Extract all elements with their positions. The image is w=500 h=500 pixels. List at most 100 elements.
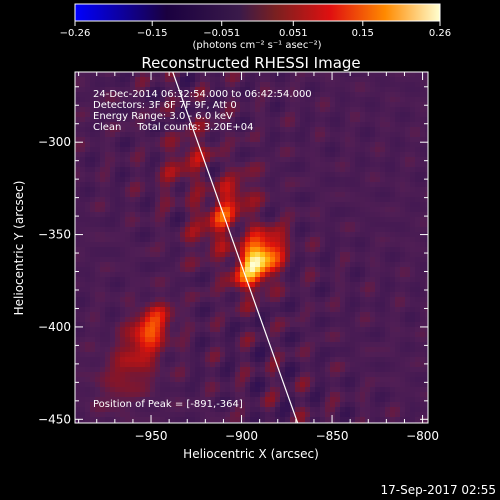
- heatmap-cell: [165, 112, 171, 118]
- heatmap-cell: [270, 237, 276, 243]
- heatmap-cell: [220, 127, 226, 133]
- heatmap-cell: [320, 417, 326, 423]
- heatmap-cell: [150, 207, 156, 213]
- heatmap-cell: [325, 252, 331, 258]
- heatmap-cell: [260, 217, 266, 223]
- heatmap-cell: [275, 257, 281, 263]
- heatmap-cell: [320, 352, 326, 358]
- heatmap-cell: [330, 147, 336, 153]
- heatmap-cell: [150, 282, 156, 288]
- heatmap-cell: [170, 367, 176, 373]
- heatmap-cell: [290, 287, 296, 293]
- heatmap-cell: [280, 157, 286, 163]
- heatmap-cell: [285, 257, 291, 263]
- heatmap-cell: [280, 132, 286, 138]
- heatmap-cell: [330, 192, 336, 198]
- heatmap-cell: [265, 112, 271, 118]
- heatmap-cell: [80, 277, 86, 283]
- heatmap-cell: [80, 217, 86, 223]
- heatmap-cell: [95, 117, 101, 123]
- heatmap-cell: [150, 352, 156, 358]
- heatmap-cell: [295, 232, 301, 238]
- heatmap-cell: [80, 362, 86, 368]
- heatmap-cell: [75, 212, 81, 218]
- heatmap-cell: [385, 257, 391, 263]
- heatmap-cell: [310, 372, 316, 378]
- heatmap-cell: [105, 77, 111, 83]
- heatmap-cell: [160, 97, 166, 103]
- heatmap-cell: [95, 167, 101, 173]
- heatmap-cell: [80, 242, 86, 248]
- heatmap-cell: [390, 247, 396, 253]
- heatmap-cell: [250, 367, 256, 373]
- heatmap-cell: [160, 412, 166, 418]
- heatmap-cell: [365, 382, 371, 388]
- heatmap-cell: [345, 257, 351, 263]
- heatmap-cell: [235, 317, 241, 323]
- heatmap-cell: [185, 187, 191, 193]
- heatmap-cell: [360, 72, 366, 78]
- heatmap-cell: [235, 362, 241, 368]
- heatmap-cell: [395, 177, 401, 183]
- heatmap-cell: [240, 262, 246, 268]
- heatmap-cell: [110, 307, 116, 313]
- heatmap-cell: [175, 257, 181, 263]
- heatmap-cell: [300, 222, 306, 228]
- heatmap-cell: [390, 117, 396, 123]
- heatmap-cell: [115, 337, 121, 343]
- heatmap-cell: [235, 357, 241, 363]
- heatmap-cell: [155, 137, 161, 143]
- heatmap-cell: [155, 367, 161, 373]
- heatmap-cell: [100, 352, 106, 358]
- heatmap-cell: [145, 162, 151, 168]
- heatmap-cell: [175, 312, 181, 318]
- heatmap-cell: [325, 287, 331, 293]
- heatmap-cell: [425, 107, 428, 113]
- heatmap-cell: [415, 117, 421, 123]
- heatmap-cell: [300, 377, 306, 383]
- heatmap-cell: [110, 282, 116, 288]
- heatmap-cell: [80, 237, 86, 243]
- heatmap-cell: [240, 307, 246, 313]
- heatmap-cell: [110, 417, 116, 423]
- heatmap-cell: [90, 317, 96, 323]
- heatmap-cell: [175, 182, 181, 188]
- heatmap-cell: [140, 417, 146, 423]
- heatmap-cell: [270, 372, 276, 378]
- colorbar-tick-label: −0.26: [60, 28, 91, 39]
- heatmap-cell: [205, 302, 211, 308]
- heatmap-cell: [290, 107, 296, 113]
- heatmap-cell: [110, 247, 116, 253]
- heatmap-cell: [325, 307, 331, 313]
- heatmap-cell: [105, 142, 111, 148]
- heatmap-cell: [245, 257, 251, 263]
- heatmap-cell: [95, 82, 101, 88]
- heatmap-cell: [330, 392, 336, 398]
- heatmap-cell: [405, 162, 411, 168]
- heatmap-cell: [265, 362, 271, 368]
- heatmap-cell: [375, 107, 381, 113]
- heatmap-cell: [315, 117, 321, 123]
- heatmap-cell: [375, 337, 381, 343]
- heatmap-cell: [190, 347, 196, 353]
- heatmap-cell: [175, 322, 181, 328]
- heatmap-cell: [140, 282, 146, 288]
- heatmap-cell: [175, 357, 181, 363]
- heatmap-cell: [160, 332, 166, 338]
- heatmap-cell: [90, 307, 96, 313]
- heatmap-cell: [285, 362, 291, 368]
- heatmap-cell: [75, 187, 81, 193]
- heatmap-cell: [385, 217, 391, 223]
- heatmap-cell: [425, 187, 428, 193]
- heatmap-cell: [400, 272, 406, 278]
- heatmap-cell: [285, 412, 291, 418]
- heatmap-cell: [395, 127, 401, 133]
- heatmap-cell: [380, 392, 386, 398]
- heatmap-cell: [330, 172, 336, 178]
- heatmap-cell: [415, 227, 421, 233]
- heatmap-cell: [140, 107, 146, 113]
- heatmap-cell: [335, 77, 341, 83]
- heatmap-cell: [330, 112, 336, 118]
- heatmap-cell: [80, 192, 86, 198]
- heatmap-cell: [110, 162, 116, 168]
